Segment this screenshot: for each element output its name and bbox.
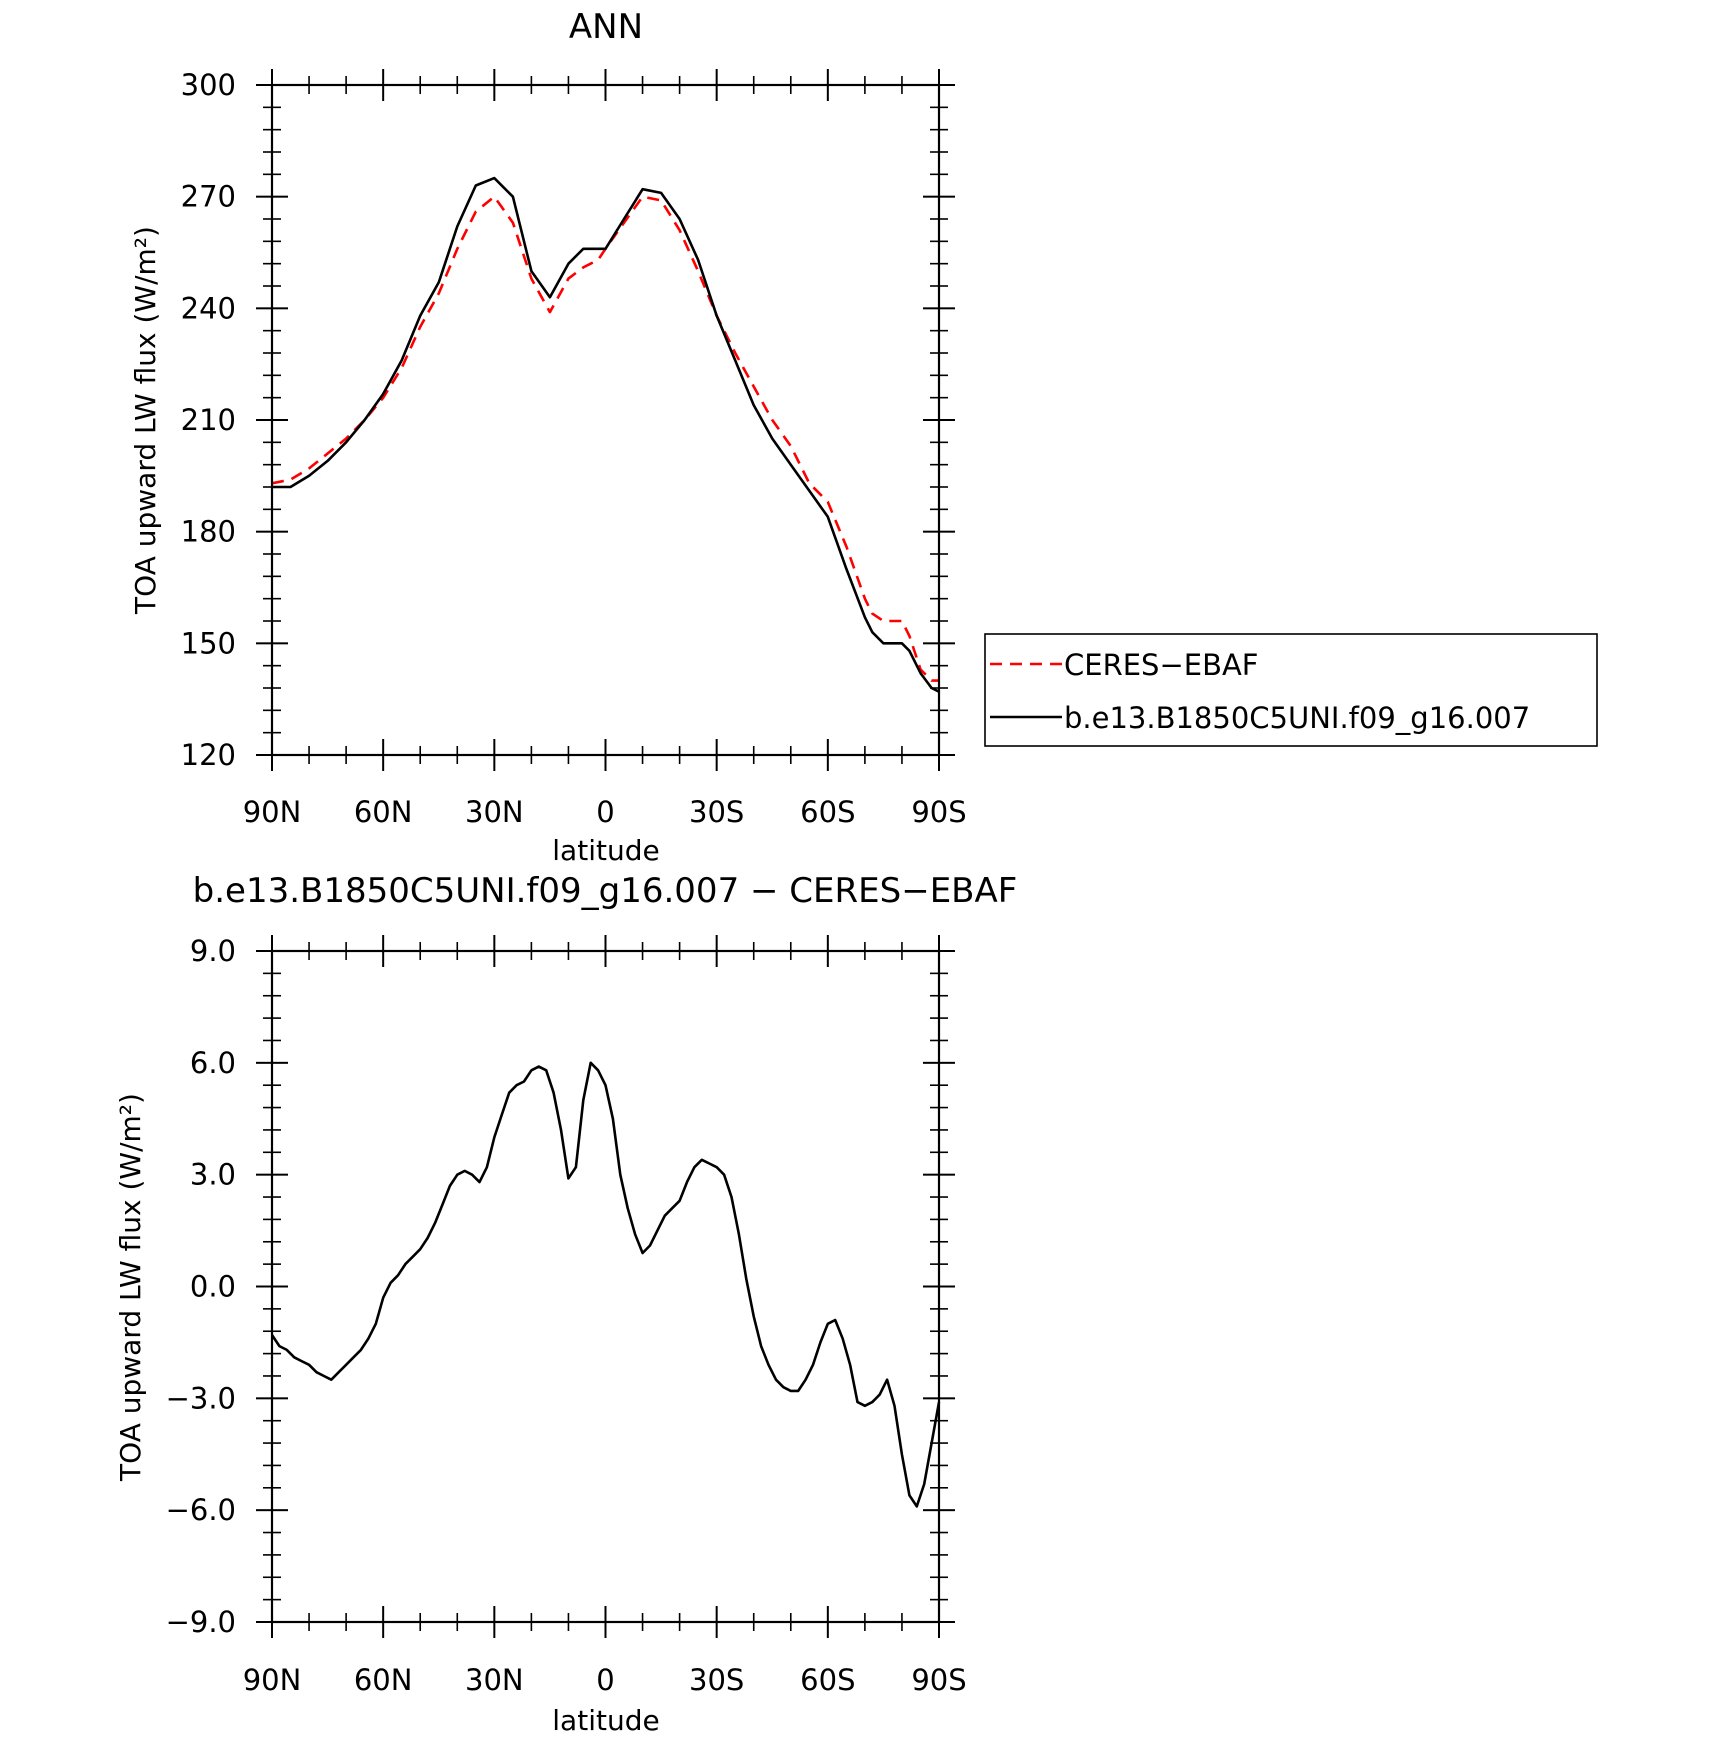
top-x-tick-label: 60N <box>354 795 413 829</box>
top-x-tick-label: 90N <box>243 795 302 829</box>
top-y-axis-label: TOA upward LW flux (W/m²) <box>129 226 162 615</box>
legend-box <box>984 633 1598 747</box>
bottom-y-tick-label: 0.0 <box>190 1270 236 1304</box>
bottom-y-tick-label: −6.0 <box>166 1493 236 1527</box>
bottom-plot-frame <box>270 949 941 1624</box>
bottom-y-tick-label: 9.0 <box>190 934 236 968</box>
top-y-tick-label: 180 <box>181 515 236 549</box>
bottom-x-tick-label: 60S <box>800 1663 855 1697</box>
legend-label-obs: CERES−EBAF <box>1064 648 1259 682</box>
bottom-x-tick-label: 90N <box>243 1663 302 1697</box>
top-x-tick-labels: 90N 60N 30N 0 30S 60S 90S <box>243 795 967 829</box>
bottom-y-tick-label: −3.0 <box>166 1381 236 1415</box>
top-x-tick-label: 0 <box>596 795 614 829</box>
bottom-series <box>270 1061 941 1508</box>
bottom-x-tick-label: 30N <box>465 1663 524 1697</box>
bottom-y-tick-label: −9.0 <box>166 1605 236 1639</box>
bottom-x-tick-label: 30S <box>689 1663 744 1697</box>
top-series-line-obs <box>271 195 939 682</box>
bottom-ticks <box>256 935 955 1638</box>
top-y-tick-label: 300 <box>181 68 236 102</box>
bottom-y-tick-label: 3.0 <box>190 1158 236 1192</box>
bottom-series-line-model <box>270 1061 941 1508</box>
top-plot-frame <box>270 83 941 757</box>
top-y-tick-label: 210 <box>181 403 236 437</box>
top-y-tick-label: 240 <box>181 291 236 325</box>
top-y-tick-label: 270 <box>181 180 236 214</box>
top-series-line-model <box>272 176 940 693</box>
legend-label-model: b.e13.B1850C5UNI.f09_g16.007 <box>1064 701 1530 735</box>
top-panel: ANN 90N 60N 30N 0 30S 60S 90S 120 150 180 210 240 2… <box>129 7 1598 867</box>
bottom-x-tick-label: 60N <box>354 1663 413 1697</box>
top-x-tick-label: 60S <box>800 795 855 829</box>
top-series <box>271 176 940 693</box>
top-y-tick-label: 150 <box>181 626 236 660</box>
legend: CERES−EBAF b.e13.B1850C5UNI.f09_g16.007 <box>984 633 1598 747</box>
bottom-panel: b.e13.B1850C5UNI.f09_g16.007 − CERES−EBA… <box>114 871 1017 1737</box>
bottom-y-tick-labels: −9.0 −6.0 −3.0 0.0 3.0 6.0 9.0 <box>166 934 236 1639</box>
bottom-chart-title: b.e13.B1850C5UNI.f09_g16.007 − CERES−EBA… <box>193 871 1018 911</box>
top-ticks <box>256 69 955 771</box>
top-x-axis-label: latitude <box>552 834 659 867</box>
bottom-x-tick-labels: 90N 60N 30N 0 30S 60S 90S <box>243 1663 967 1697</box>
top-y-tick-label: 120 <box>181 738 236 772</box>
bottom-y-tick-label: 6.0 <box>190 1046 236 1080</box>
bottom-x-tick-label: 90S <box>911 1663 966 1697</box>
bottom-x-axis-label: latitude <box>552 1704 659 1737</box>
top-chart-title: ANN <box>569 7 643 47</box>
bottom-x-tick-label: 0 <box>596 1663 614 1697</box>
top-x-tick-label: 30S <box>689 795 744 829</box>
top-y-tick-labels: 120 150 180 210 240 270 300 <box>181 68 236 772</box>
bottom-y-axis-label: TOA upward LW flux (W/m²) <box>114 1093 147 1482</box>
top-x-tick-label: 90S <box>911 795 966 829</box>
top-x-tick-label: 30N <box>465 795 524 829</box>
